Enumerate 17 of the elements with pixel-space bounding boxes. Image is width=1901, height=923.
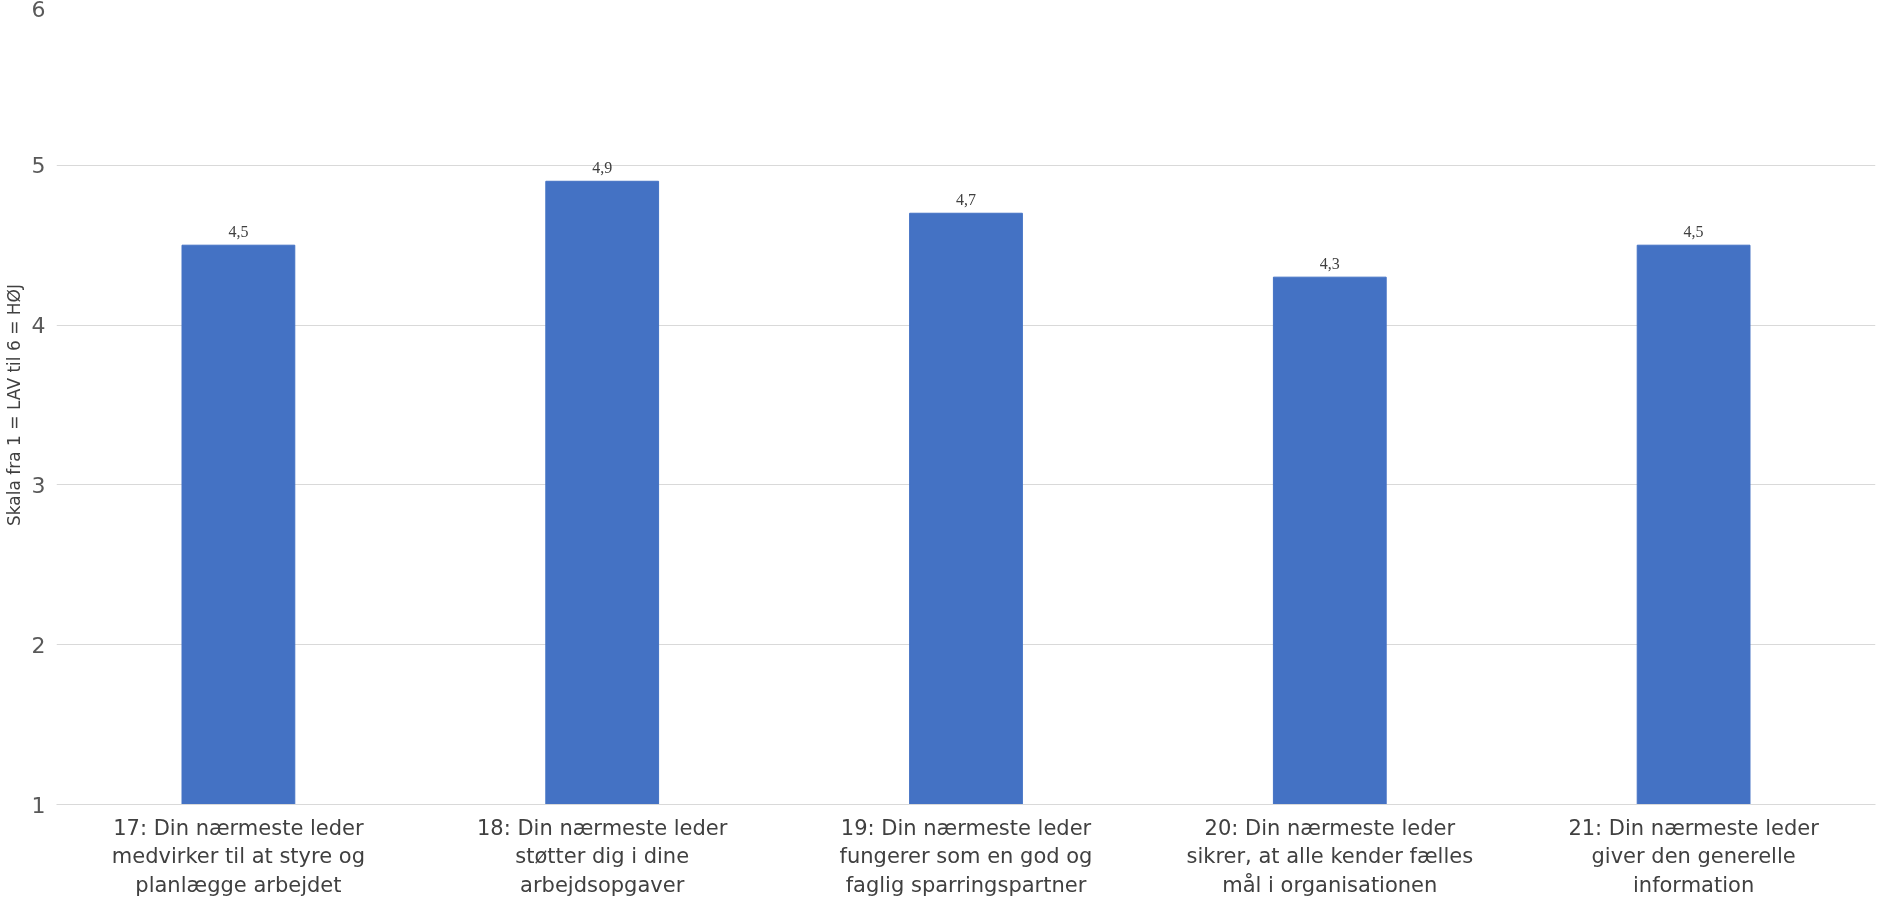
y-axis-title: Skala fra 1 = LAV til 6 = HØJ bbox=[3, 284, 24, 526]
x-tick-label: 18: Din nærmeste leder støtter dig i dine arbejdsopgaver bbox=[476, 815, 728, 898]
x-tick-label: 19: Din nærmeste leder fungerer som en god og faglig sparringspartner bbox=[839, 815, 1093, 898]
y-tick-label: 6 bbox=[31, 0, 46, 22]
y-tick-label: 3 bbox=[31, 472, 46, 498]
data-label: 4,7 bbox=[956, 191, 976, 209]
x-tick-label: 17: Din nærmeste leder medvirker til at styre og planlægge arbejdet bbox=[111, 815, 365, 898]
y-tick-label: 2 bbox=[31, 632, 46, 658]
y-tick-label: 5 bbox=[31, 153, 46, 179]
data-label: 4,5 bbox=[1683, 223, 1704, 241]
y-tick-label: 1 bbox=[31, 792, 46, 818]
x-tick-label: 20: Din nærmeste leder sikrer, at alle kender fælles mål i organisationen bbox=[1186, 815, 1474, 898]
y-tick-label: 4 bbox=[31, 313, 46, 339]
data-label: 4,3 bbox=[1319, 255, 1340, 273]
data-label: 4,5 bbox=[228, 223, 249, 241]
data-label: 4,9 bbox=[592, 159, 613, 177]
x-tick-label: 21: Din nærmeste leder giver den generelle information bbox=[1568, 815, 1820, 898]
